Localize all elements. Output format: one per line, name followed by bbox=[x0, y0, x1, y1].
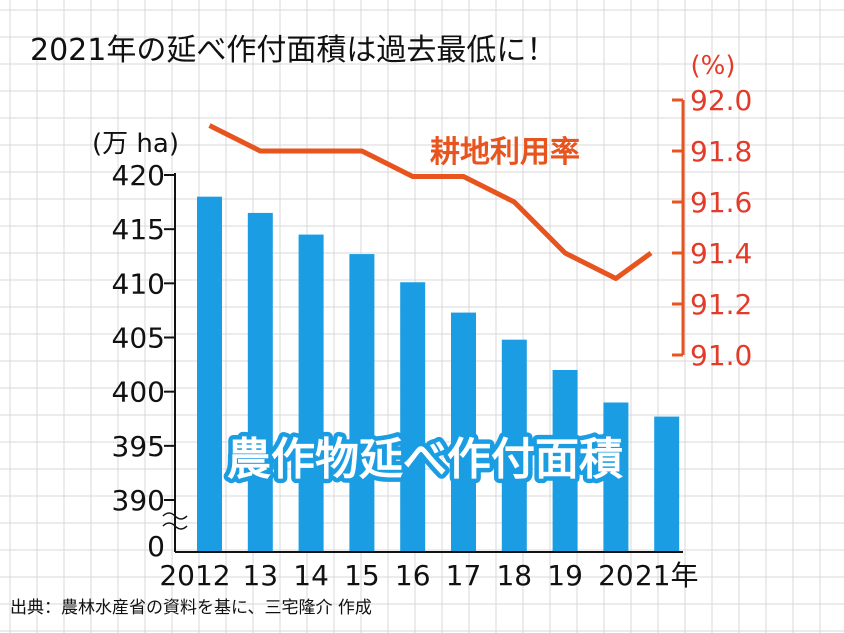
bar bbox=[197, 196, 222, 552]
x-axis: 2012 13 14 15 16 17 18 19 20 21年 bbox=[159, 551, 699, 592]
left-axis-tick-label: 410 bbox=[112, 267, 165, 300]
right-axis-tick-label: 91.0 bbox=[690, 339, 752, 372]
right-axis-tick-label: 91.6 bbox=[690, 186, 752, 219]
left-axis-tick-label: 395 bbox=[112, 430, 165, 463]
left-axis-tick-label: 0 bbox=[147, 530, 165, 563]
left-axis-tick-label: 400 bbox=[112, 376, 165, 409]
left-axis-unit: (万 ha) bbox=[92, 129, 179, 159]
bar bbox=[501, 339, 527, 552]
left-axis-tick-label: 405 bbox=[112, 322, 165, 355]
bar bbox=[603, 402, 629, 552]
bar bbox=[349, 254, 375, 553]
right-axis-tick-label: 91.8 bbox=[690, 135, 752, 168]
x-axis-tick-label: 13 bbox=[242, 559, 278, 592]
line-layer bbox=[208, 123, 653, 281]
source-note: 出典：農林水産省の資料を基に、三宅隆介 作成 bbox=[10, 598, 372, 618]
axis-break-mark bbox=[162, 512, 188, 530]
bars bbox=[197, 196, 680, 553]
left-axis: 0 390 395 400 405 410 415 420 bbox=[112, 159, 188, 563]
right-axis-unit: (%) bbox=[691, 51, 736, 81]
bar bbox=[400, 282, 426, 552]
bar bbox=[247, 212, 273, 552]
left-axis-tick-label: 390 bbox=[112, 484, 165, 517]
x-axis-tick-label: 17 bbox=[446, 559, 482, 592]
x-axis-tick-label: 15 bbox=[344, 559, 380, 592]
x-axis-tick-label: 18 bbox=[496, 559, 532, 592]
right-axis-tick-label: 92.0 bbox=[690, 84, 752, 117]
left-axis-tick-label: 420 bbox=[112, 159, 165, 192]
right-axis-tick-label: 91.2 bbox=[690, 288, 752, 321]
right-axis-tick-label: 91.4 bbox=[690, 237, 752, 270]
x-axis-tick-label: 14 bbox=[293, 559, 329, 592]
bar bbox=[451, 312, 476, 552]
bar bbox=[552, 370, 578, 552]
x-axis-tick-label: 20 bbox=[598, 559, 634, 592]
x-axis-tick-label: 21年 bbox=[635, 559, 699, 592]
chart-title: 2021年の延べ作付面積は過去最低に！ bbox=[30, 33, 556, 68]
bar bbox=[654, 416, 680, 552]
x-axis-tick-label: 16 bbox=[395, 559, 431, 592]
x-axis-tick-label: 2012 bbox=[159, 559, 230, 592]
bar bbox=[298, 234, 324, 553]
utilization-line bbox=[208, 123, 653, 281]
line-series-label: 耕地利用率 bbox=[430, 135, 580, 170]
x-axis-tick-label: 19 bbox=[547, 559, 583, 592]
left-axis-tick-label: 415 bbox=[112, 213, 165, 246]
right-axis: 91.0 91.2 91.4 91.6 91.8 92.0 bbox=[672, 84, 752, 372]
bar-series-label: 農作物延べ作付面積 bbox=[227, 434, 623, 485]
